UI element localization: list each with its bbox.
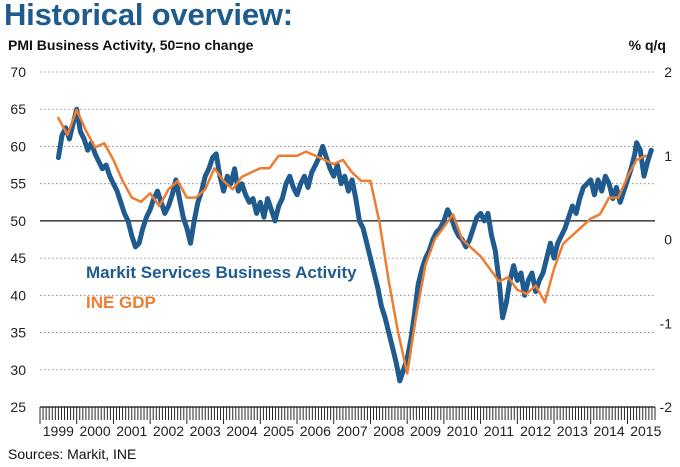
chart-subtitle: PMI Business Activity, 50=no change <box>8 37 254 53</box>
x-axis-tick-label: 2015 <box>630 423 661 439</box>
right-axis-unit: % q/q <box>628 37 666 53</box>
left-axis-tick-label: 25 <box>10 399 26 415</box>
page-title: Historical overview: <box>4 0 293 32</box>
tick-labels: 25 30 35 40 45 50 55 60 65 70 -2 -1 0 1 2 1999 2000 2001 2… <box>10 64 672 439</box>
right-axis-tick-label: 0 <box>664 232 672 248</box>
source-note: Sources: Markit, INE <box>8 446 137 462</box>
gdp-series-line <box>57 108 648 375</box>
x-axis-tick-label: 2006 <box>300 423 331 439</box>
x-axis-tick-label: 2011 <box>484 423 514 439</box>
left-axis-tick-label: 55 <box>10 176 26 192</box>
x-axis-tick-label: 2001 <box>116 423 147 439</box>
x-axis-tick-label: 2004 <box>226 423 257 439</box>
x-axis-tick-label: 2003 <box>190 423 221 439</box>
left-axis-tick-label: 45 <box>10 250 26 266</box>
x-axis-tick-label: 2012 <box>520 423 551 439</box>
gdp-series-label: INE GDP <box>86 293 156 312</box>
left-axis-tick-label: 50 <box>10 213 26 229</box>
left-axis-tick-label: 70 <box>10 64 26 80</box>
x-axis-tick-label: 2000 <box>79 423 110 439</box>
x-axis-tick-label: 2008 <box>373 423 404 439</box>
axes <box>39 406 656 424</box>
x-axis-tick-label: 2013 <box>557 423 588 439</box>
left-axis-tick-label: 35 <box>10 325 26 341</box>
left-axis-tick-label: 60 <box>10 138 26 154</box>
x-axis-tick-label: 2014 <box>594 423 625 439</box>
left-axis-tick-label: 40 <box>10 287 26 303</box>
pmi-series-line <box>55 106 654 384</box>
x-axis-tick-label: 2005 <box>263 423 294 439</box>
x-axis-tick-label: 2009 <box>410 423 441 439</box>
right-axis-tick-label: 1 <box>664 148 672 164</box>
left-axis-tick-label: 65 <box>10 101 26 117</box>
right-axis-tick-label: 2 <box>664 64 672 80</box>
left-axis-tick-label: 30 <box>10 362 26 378</box>
series-labels: Markit Services Business Activity INE GDP <box>86 263 357 312</box>
x-axis-tick-label: 1999 <box>43 423 74 439</box>
x-axis-tick-label: 2002 <box>153 423 184 439</box>
right-axis-tick-label: -1 <box>660 315 673 331</box>
right-axis-tick-label: -2 <box>660 399 673 415</box>
x-axis-tick-label: 2010 <box>447 423 478 439</box>
pmi-series-label: Markit Services Business Activity <box>86 263 357 282</box>
x-axis-tick-label: 2007 <box>337 423 368 439</box>
series-layer <box>55 106 654 384</box>
